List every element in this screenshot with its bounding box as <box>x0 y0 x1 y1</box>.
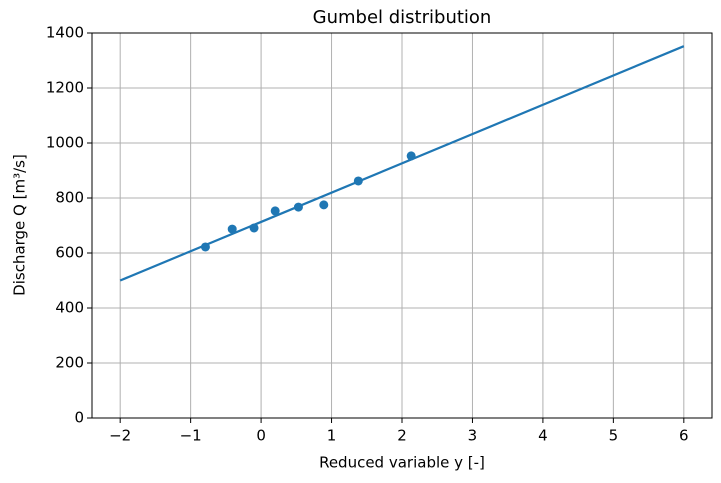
data-point <box>227 224 237 234</box>
y-tick-label: 1000 <box>46 134 84 152</box>
x-tick-label: 1 <box>327 427 337 445</box>
x-tick-label: 2 <box>397 427 407 445</box>
x-tick-label: 5 <box>609 427 619 445</box>
plot-frame <box>91 32 713 419</box>
x-tick-label: −1 <box>180 427 202 445</box>
y-tick-label: 1200 <box>46 79 84 97</box>
data-point <box>270 206 280 216</box>
fit-line <box>119 45 685 282</box>
data-point <box>319 200 329 210</box>
x-axis-label: Reduced variable y [-] <box>319 454 485 472</box>
x-tick-label: 0 <box>256 427 266 445</box>
x-tick-label: 3 <box>468 427 478 445</box>
y-axis-label: Discharge Q [m³/s] <box>11 154 29 296</box>
y-tick-label: 400 <box>55 299 84 317</box>
y-tick-label: 200 <box>55 354 84 372</box>
x-tick-label: −2 <box>109 427 131 445</box>
x-tick-label: 6 <box>679 427 689 445</box>
chart-title: Gumbel distribution <box>313 7 492 28</box>
y-tick-label: 1400 <box>46 24 84 42</box>
y-tick-label: 600 <box>55 244 84 262</box>
y-tick-label: 0 <box>74 409 84 427</box>
x-tick-label: 4 <box>538 427 548 445</box>
y-tick-label: 800 <box>55 189 84 207</box>
